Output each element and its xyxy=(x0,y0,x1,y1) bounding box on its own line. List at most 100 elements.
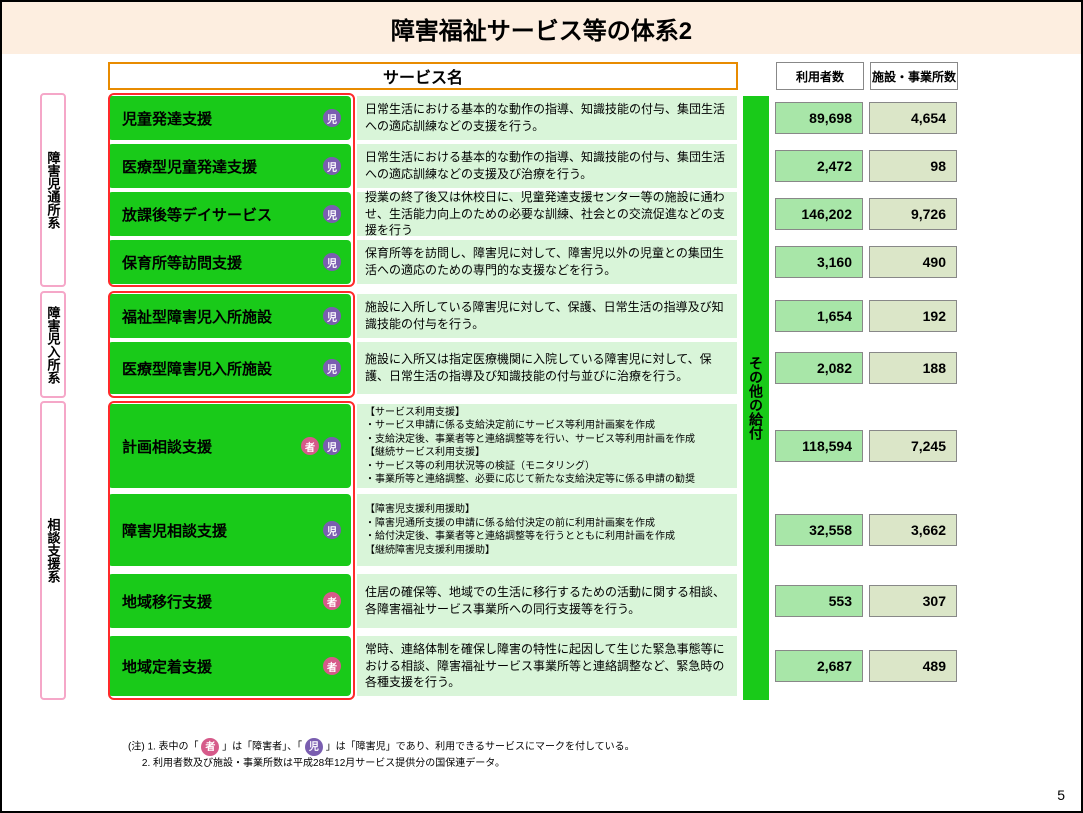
facilities-value: 3,662 xyxy=(869,514,957,546)
facilities-col-header-text: 施設・事業所数 xyxy=(872,68,956,85)
footnote-text-2: 2. 利用者数及び施設・事業所数は平成28年12月サービス提供分の国保連データ。 xyxy=(142,758,505,769)
users-value: 2,082 xyxy=(775,352,863,384)
content-area: サービス名 利用者数 施設・事業所数 障害児通所系障害児入所系相談支援系その他の… xyxy=(2,62,1081,811)
service-row: 地域定着支援 者常時、連絡体制を確保し障害の特性に起因して生じた緊急事態等における… xyxy=(108,636,1063,696)
ji-icon: 児 xyxy=(305,738,323,756)
ji-icon: 児 xyxy=(323,437,341,455)
service-desc-cell: 授業の終了後又は休校日に、児童発達支援センター等の施設に通わせ、生活能力向上のた… xyxy=(357,192,737,236)
mark-group: 者 xyxy=(323,657,341,675)
service-name-text: 計画相談支援 xyxy=(122,436,212,457)
facilities-value: 98 xyxy=(869,150,957,182)
service-desc-cell: 施設に入所又は指定医療機関に入院している障害児に対して、保護、日常生活の指導及び… xyxy=(357,342,737,394)
service-row: 児童発達支援 児日常生活における基本的な動作の指導、知識技能の付与、集団生活への適… xyxy=(108,96,1063,140)
service-name-cell: 計画相談支援 者児 xyxy=(108,404,351,488)
mark-group: 児 xyxy=(323,253,341,271)
sha-icon: 者 xyxy=(301,437,319,455)
service-desc-cell: 保育所等を訪問し、障害児に対して、障害児以外の児童との集団生活への適応のための専… xyxy=(357,240,737,284)
footnote-text-1c: 」は「障害児」であり、利用できるサービスにマークを付している。 xyxy=(326,742,635,753)
ji-icon-text: 児 xyxy=(309,740,319,755)
category-pill: 障害児入所系 xyxy=(40,291,66,398)
ji-icon: 児 xyxy=(323,157,341,175)
service-name-cell: 保育所等訪問支援 児 xyxy=(108,240,351,284)
facilities-value: 489 xyxy=(869,650,957,682)
users-value: 2,472 xyxy=(775,150,863,182)
facilities-value: 192 xyxy=(869,300,957,332)
service-name-cell: 地域定着支援 者 xyxy=(108,636,351,696)
users-col-header: 利用者数 xyxy=(776,62,864,90)
service-name-cell: 医療型障害児入所施設 児 xyxy=(108,342,351,394)
mark-group: 児 xyxy=(323,359,341,377)
footnote-text-1b: 」は「障害者」、「 xyxy=(222,742,302,753)
mark-group: 児 xyxy=(323,205,341,223)
ji-icon: 児 xyxy=(323,109,341,127)
service-row: 福祉型障害児入所施設 児施設に入所している障害児に対して、保護、日常生活の指導及び… xyxy=(108,294,1063,338)
service-row: 放課後等デイサービス 児授業の終了後又は休校日に、児童発達支援センター等の施設に通… xyxy=(108,192,1063,236)
users-value: 553 xyxy=(775,585,863,617)
footnote-text-1: (注) 1. 表中の「 xyxy=(128,742,199,753)
service-desc-cell: 日常生活における基本的な動作の指導、知識技能の付与、集団生活への適応訓練などの支… xyxy=(357,144,737,188)
service-name-text: 医療型障害児入所施設 xyxy=(122,358,272,379)
service-desc-cell: 住居の確保等、地域での生活に移行するための活動に関する相談、各障害福祉サービス事… xyxy=(357,574,737,628)
service-desc-cell: 【サービス利用支援】 ・サービス申請に係る支給決定前にサービス等利用計画案を作成… xyxy=(357,404,737,488)
facilities-value: 7,245 xyxy=(869,430,957,462)
page-number: 5 xyxy=(1057,787,1065,803)
service-name-text: 児童発達支援 xyxy=(122,108,212,129)
users-value: 118,594 xyxy=(775,430,863,462)
service-name-header: サービス名 xyxy=(108,62,738,90)
service-row: 計画相談支援 者児【サービス利用支援】 ・サービス申請に係る支給決定前にサービス等… xyxy=(108,404,1063,488)
category-pill: 障害児通所系 xyxy=(40,93,66,287)
footnote: (注) 1. 表中の「 者 」は「障害者」、「 児 」は「障害児」であり、利用で… xyxy=(128,738,635,771)
sha-icon-text: 者 xyxy=(205,740,215,755)
sha-icon: 者 xyxy=(323,592,341,610)
service-name-cell: 放課後等デイサービス 児 xyxy=(108,192,351,236)
users-value: 32,558 xyxy=(775,514,863,546)
service-name-text: 放課後等デイサービス xyxy=(122,204,272,225)
table-header-row: サービス名 利用者数 施設・事業所数 xyxy=(108,62,1063,90)
mark-group: 者 xyxy=(323,592,341,610)
service-name-text: 地域移行支援 xyxy=(122,591,212,612)
users-col-header-text: 利用者数 xyxy=(796,68,844,85)
service-row: 保育所等訪問支援 児保育所等を訪問し、障害児に対して、障害児以外の児童との集団生活… xyxy=(108,240,1063,284)
service-name-text: 医療型児童発達支援 xyxy=(122,156,257,177)
sha-icon: 者 xyxy=(323,657,341,675)
service-name-text: 地域定着支援 xyxy=(122,656,212,677)
service-desc-cell: 常時、連絡体制を確保し障害の特性に起因して生じた緊急事態等における相談、障害福祉… xyxy=(357,636,737,696)
ji-icon: 児 xyxy=(323,307,341,325)
mark-group: 児 xyxy=(323,307,341,325)
service-name-cell: 地域移行支援 者 xyxy=(108,574,351,628)
service-row: 医療型児童発達支援 児日常生活における基本的な動作の指導、知識技能の付与、集団生活… xyxy=(108,144,1063,188)
service-desc-cell: 施設に入所している障害児に対して、保護、日常生活の指導及び知識技能の付与を行う。 xyxy=(357,294,737,338)
service-name-text: 障害児相談支援 xyxy=(122,520,227,541)
service-row: 医療型障害児入所施設 児施設に入所又は指定医療機関に入院している障害児に対して、保… xyxy=(108,342,1063,394)
service-desc-cell: 日常生活における基本的な動作の指導、知識技能の付与、集団生活への適応訓練などの支… xyxy=(357,96,737,140)
facilities-value: 9,726 xyxy=(869,198,957,230)
service-name-cell: 児童発達支援 児 xyxy=(108,96,351,140)
facilities-value: 4,654 xyxy=(869,102,957,134)
mark-group: 者児 xyxy=(301,437,341,455)
service-name-cell: 医療型児童発達支援 児 xyxy=(108,144,351,188)
page-title: 障害福祉サービス等の体系2 xyxy=(2,2,1081,54)
mark-group: 児 xyxy=(323,521,341,539)
service-name-text: 保育所等訪問支援 xyxy=(122,252,242,273)
facilities-value: 307 xyxy=(869,585,957,617)
users-value: 3,160 xyxy=(775,246,863,278)
ji-icon: 児 xyxy=(323,359,341,377)
service-name-header-text: サービス名 xyxy=(383,64,463,88)
users-value: 146,202 xyxy=(775,198,863,230)
ji-icon: 児 xyxy=(323,253,341,271)
users-value: 2,687 xyxy=(775,650,863,682)
users-value: 1,654 xyxy=(775,300,863,332)
service-name-cell: 福祉型障害児入所施設 児 xyxy=(108,294,351,338)
page-title-text: 障害福祉サービス等の体系2 xyxy=(391,11,692,46)
service-desc-cell: 【障害児支援利用援助】 ・障害児通所支援の申請に係る給付決定の前に利用計画案を作… xyxy=(357,494,737,566)
users-value: 89,698 xyxy=(775,102,863,134)
facilities-value: 188 xyxy=(869,352,957,384)
facilities-col-header: 施設・事業所数 xyxy=(870,62,958,90)
mark-group: 児 xyxy=(323,109,341,127)
mark-group: 児 xyxy=(323,157,341,175)
sha-icon: 者 xyxy=(201,738,219,756)
rows-area: 障害児通所系障害児入所系相談支援系その他の給付児童発達支援児日常生活における基本… xyxy=(74,96,1063,739)
facilities-value: 490 xyxy=(869,246,957,278)
ji-icon: 児 xyxy=(323,205,341,223)
service-name-text: 福祉型障害児入所施設 xyxy=(122,306,272,327)
